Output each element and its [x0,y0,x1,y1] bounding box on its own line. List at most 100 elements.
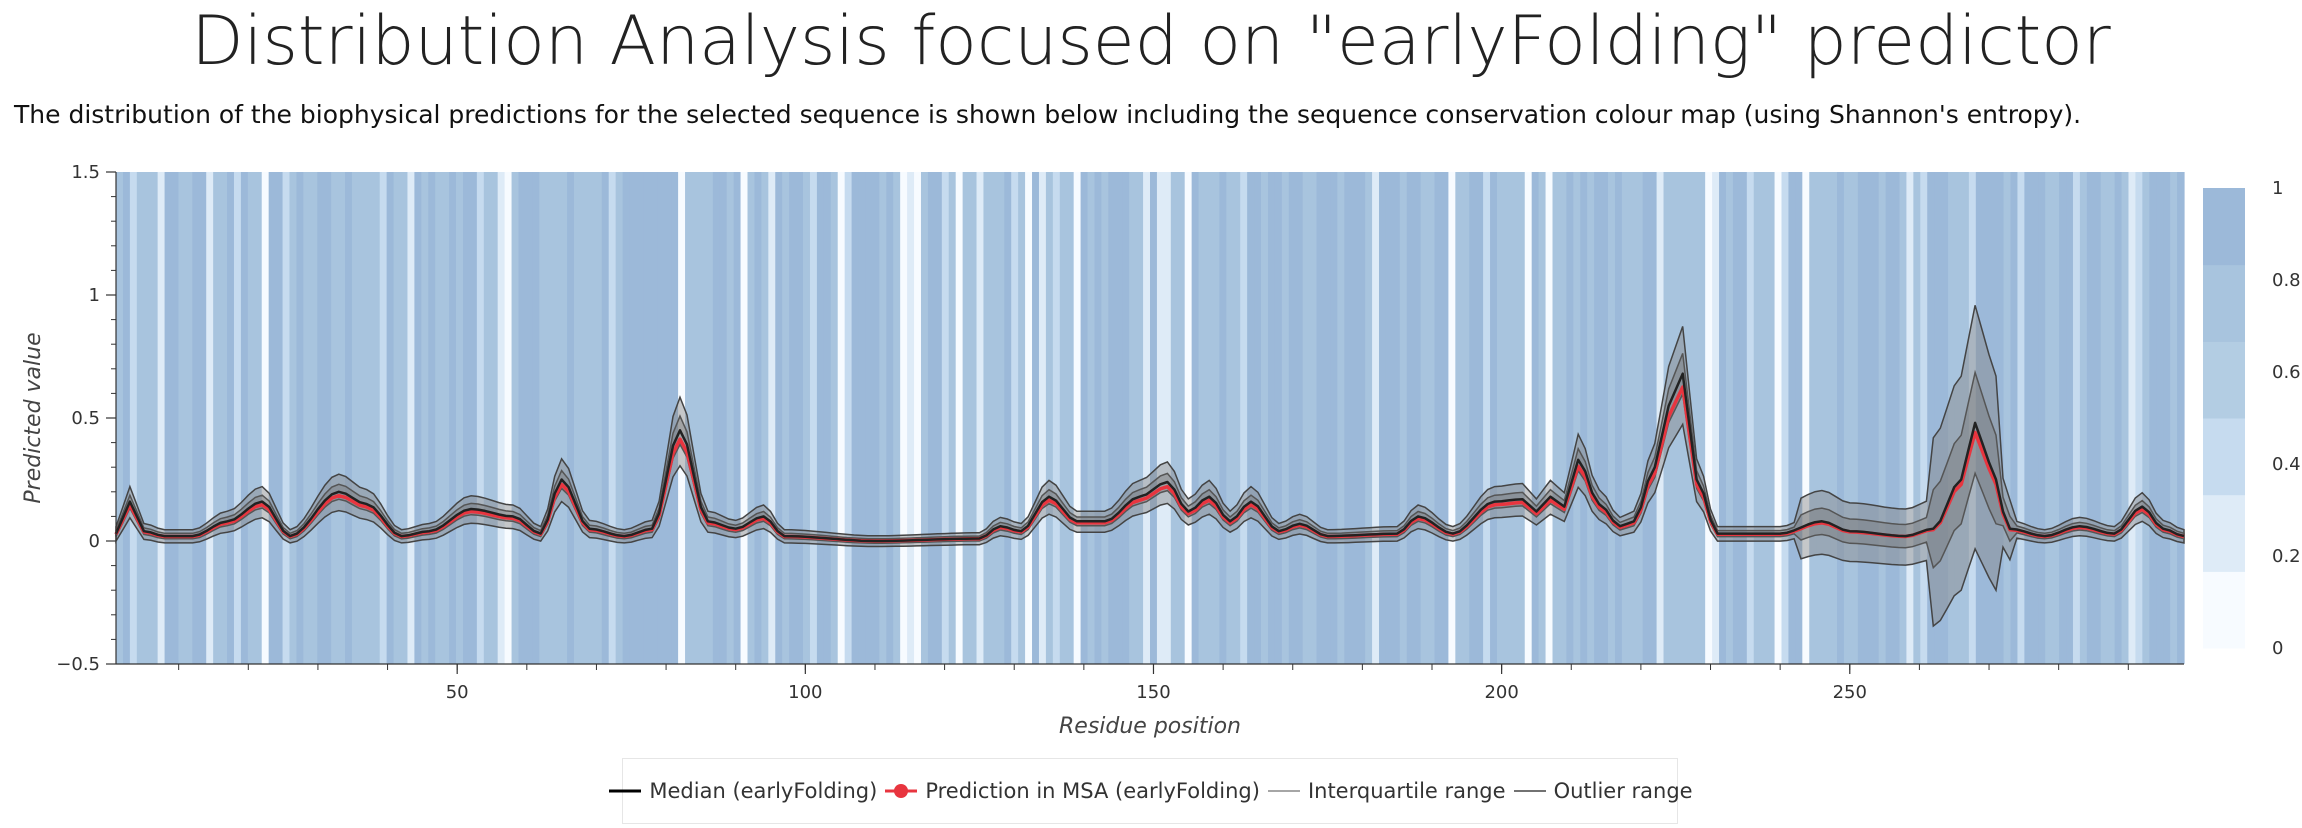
colorbar-tick-label: 0.8 [2272,270,2301,291]
conservation-stripe [331,172,339,664]
conservation-stripe [1226,172,1234,664]
x-tick-label: 250 [1833,682,1867,703]
conservation-stripe [393,172,402,664]
x-tick-label: 50 [446,682,469,703]
legend-item-median[interactable]: Median (earlyFolding) [607,779,877,803]
conservation-stripe [1892,172,1901,664]
conservation-stripe [1094,172,1103,664]
legend-label-prediction: Prediction in MSA (earlyFolding) [925,779,1260,803]
conservation-stripe [365,172,374,664]
conservation-stripe [608,172,617,664]
conservation-stripe [1483,172,1491,664]
conservation-stripe [351,172,360,664]
conservation-stripe [2142,172,2150,664]
conservation-stripe [1670,172,1679,664]
axes: −0.5 0 0.5 1 1.5 50 100 150 200 250 [56,162,2184,703]
conservation-stripe [747,172,756,664]
conservation-stripe [1753,172,1762,664]
conservation-stripe [116,172,124,664]
conservation-stripe [1934,172,1942,664]
conservation-stripe [1899,172,1908,664]
conservation-stripe [1948,172,1956,664]
legend-item-iqr[interactable]: Interquartile range [1266,779,1506,803]
conservation-stripe [1219,172,1227,664]
conservation-stripe [1316,172,1325,664]
conservation-stripe [1004,172,1012,664]
conservation-stripe [1954,172,1963,664]
interquartile-range-band [115,353,2185,570]
conservation-stripe [379,172,388,664]
conservation-stripe [1725,172,1734,664]
conservation-stripe [1767,172,1776,664]
conservation-stripe [803,172,811,664]
conservation-stripe [1802,172,1810,664]
conservation-stripe [1344,172,1352,664]
conservation-stripe [671,172,679,664]
conservation-stripe [442,172,450,664]
conservation-stripe [1233,172,1241,664]
conservation-stripe [1476,172,1484,664]
conservation-stripe [886,172,894,664]
conservation-stripe [1566,172,1574,664]
legend-item-prediction[interactable]: Prediction in MSA (earlyFolding) [883,779,1260,803]
conservation-stripe [1719,172,1727,664]
iqr-line-icon [1267,790,1300,792]
conservation-stripe [1358,172,1366,664]
conservation-stripe [171,172,180,664]
conservation-stripe [574,172,582,664]
conservation-stripe [1448,172,1456,664]
colorbar: 0 0.2 0.4 0.6 0.8 1 [2203,178,2301,659]
conservation-stripe [719,172,728,664]
conservation-stripe [192,172,200,664]
conservation-stripe [643,172,651,664]
conservation-stripe [782,172,790,664]
legend-label-iqr: Interquartile range [1307,779,1506,803]
colorbar-tick-label: 0.2 [2272,546,2301,567]
conservation-stripe [1552,172,1561,664]
conservation-stripe [2003,172,2012,664]
conservation-stripe [497,172,506,664]
conservation-stripe [1045,172,1054,664]
conservation-stripe [2066,172,2074,664]
conservation-stripe [796,172,804,664]
conservation-stripe [1517,172,1526,664]
conservation-stripe [289,172,298,664]
conservation-stripe [1274,172,1283,664]
conservation-stripe [1462,172,1470,664]
colorbar-tick-label: 0.6 [2272,362,2301,383]
legend-item-outlier[interactable]: Outlier range [1512,779,1693,803]
conservation-stripe [1857,172,1866,664]
conservation-stripe [2114,172,2123,664]
conservation-stripe [532,172,540,664]
outlier-line-icon [1513,790,1546,792]
conservation-stripe [1399,172,1408,664]
distribution-chart[interactable]: −0.5 0 0.5 1 1.5 50 100 150 200 250 0 0.2 0.4 0.6 0.8… [0,0,2302,750]
conservation-stripe [1649,172,1658,664]
conservation-stripe [476,172,485,664]
conservation-stripe [1594,172,1602,664]
conservation-stripe [511,172,520,664]
conservation-stripe [1823,172,1831,664]
conservation-stripe [414,172,422,664]
page-subtitle: The distribution of the biophysical pred… [14,100,2082,129]
conservation-stripe [1059,172,1068,664]
conservation-stripe [1302,172,1311,664]
conservation-stripe [914,172,922,664]
conservation-stripe [1698,172,1706,664]
conservation-stripe [143,172,152,664]
conservation-stripe [976,172,985,664]
conservation-stripe [629,172,638,664]
conservation-stripe [879,172,887,664]
conservation-stripe [345,172,353,664]
conservation-stripe [2121,172,2130,664]
y-tick-label: −0.5 [56,654,100,675]
conservation-stripe [2135,172,2143,664]
conservation-stripe [2093,172,2102,664]
conservation-stripe [1996,172,2005,664]
conservation-stripe [240,172,249,664]
conservation-stripe [1011,172,1019,664]
conservation-stripe [1191,172,1200,664]
conservation-stripe [1642,172,1651,664]
conservation-stripe [213,172,221,664]
conservation-stripe [1143,172,1151,664]
